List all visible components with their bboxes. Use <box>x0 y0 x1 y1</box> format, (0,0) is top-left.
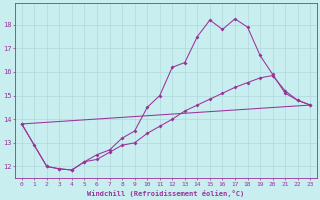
X-axis label: Windchill (Refroidissement éolien,°C): Windchill (Refroidissement éolien,°C) <box>87 190 244 197</box>
